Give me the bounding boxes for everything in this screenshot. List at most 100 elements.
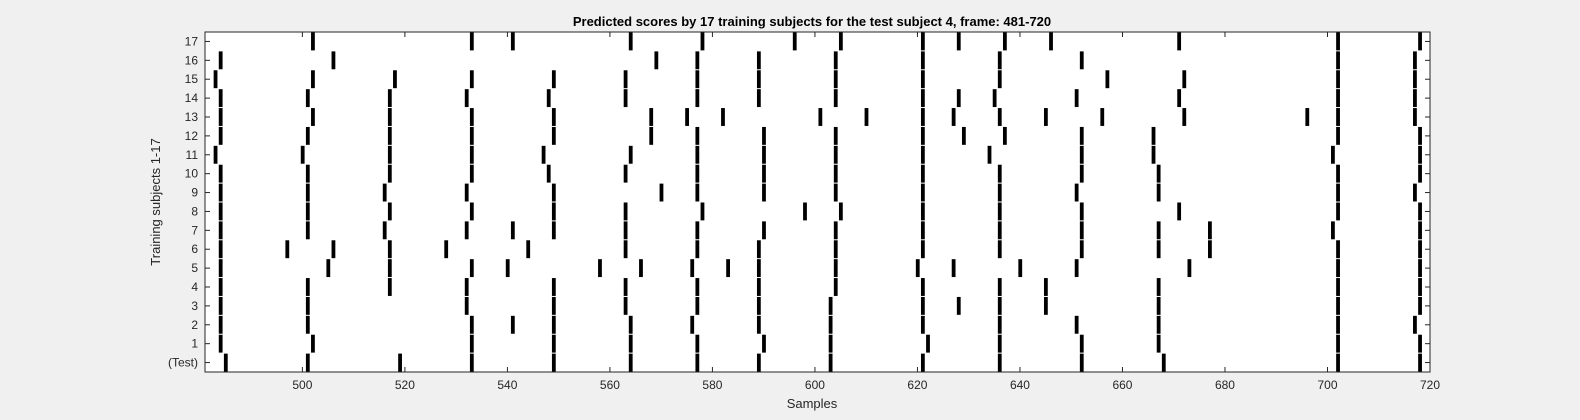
- score-mark-row-6-13: [1156, 240, 1161, 259]
- y-tick-label-17: 17: [185, 34, 199, 48]
- score-mark-row-14-10: [956, 89, 961, 108]
- score-mark-row-9-11: [1074, 183, 1079, 202]
- score-mark-row-15-4: [551, 70, 556, 89]
- score-mark-row-16-2: [654, 51, 659, 70]
- score-mark-row-5-7: [690, 259, 695, 278]
- score-mark-row-2-9: [920, 315, 925, 334]
- score-mark-row-17-3: [628, 32, 633, 51]
- score-mark-row-3-12: [1156, 296, 1161, 315]
- score-mark-row-11-8: [833, 145, 838, 164]
- score-mark-row-3-4: [623, 296, 628, 315]
- score-mark-row-6-5: [526, 240, 531, 259]
- score-mark-row-12-0: [218, 126, 223, 145]
- score-mark-row-15-13: [1336, 70, 1340, 89]
- score-mark-row-8-8: [838, 202, 843, 221]
- score-mark-row-17-11: [1177, 32, 1182, 51]
- score-mark-row-13-1: [311, 108, 315, 126]
- score-mark-row-13-16: [1305, 108, 1310, 126]
- score-mark-row-16-0: [218, 51, 223, 70]
- score-mark-row-17-2: [510, 32, 515, 51]
- score-mark-row-5-4: [505, 259, 510, 278]
- score-mark-row-2-4: [551, 315, 556, 334]
- score-mark-row-3-6: [756, 296, 761, 315]
- score-mark-row-6-2: [331, 240, 336, 259]
- score-mark-row-7-15: [1331, 221, 1335, 240]
- score-mark-row-5-1: [326, 259, 331, 278]
- y-tick-label-4: 4: [191, 280, 198, 294]
- score-mark-row-17-6: [838, 32, 843, 51]
- score-mark-row-4-6: [695, 278, 700, 296]
- x-tick-label-8: 660: [1112, 378, 1132, 392]
- score-mark-row-7-4: [510, 221, 515, 240]
- score-mark-row-1-3: [551, 334, 556, 353]
- score-mark-row-0-1: [305, 353, 310, 372]
- score-mark-row-12-3: [469, 126, 474, 145]
- score-mark-row-12-2: [387, 126, 392, 145]
- score-mark-row-9-7: [762, 183, 766, 202]
- score-mark-row-16-3: [695, 51, 700, 70]
- score-mark-row-13-12: [997, 108, 1002, 126]
- score-mark-row-11-2: [387, 145, 392, 164]
- y-tick-label-1: 1: [191, 337, 198, 351]
- score-mark-row-13-17: [1336, 108, 1340, 126]
- score-mark-row-6-6: [623, 240, 628, 259]
- score-mark-row-14-15: [1413, 89, 1417, 108]
- score-mark-row-12-5: [649, 126, 654, 145]
- score-mark-row-15-7: [756, 70, 761, 89]
- score-mark-row-8-13: [1336, 202, 1340, 221]
- score-mark-row-11-11: [1079, 145, 1084, 164]
- score-mark-row-9-14: [1413, 183, 1417, 202]
- score-mark-row-10-10: [997, 164, 1002, 183]
- score-mark-row-0-10: [997, 353, 1002, 372]
- score-mark-row-11-12: [1151, 145, 1156, 164]
- score-mark-row-3-11: [1043, 296, 1048, 315]
- score-mark-row-13-13: [1043, 108, 1048, 126]
- y-tick-label-9: 9: [191, 186, 198, 200]
- score-mark-row-5-8: [726, 259, 731, 278]
- x-tick-label-11: 720: [1420, 378, 1440, 392]
- score-mark-row-9-8: [833, 183, 838, 202]
- score-mark-row-1-8: [926, 334, 930, 353]
- score-mark-row-8-1: [305, 202, 310, 221]
- score-mark-row-9-6: [695, 183, 700, 202]
- score-mark-row-6-4: [444, 240, 449, 259]
- score-mark-row-7-8: [762, 221, 766, 240]
- score-mark-row-16-1: [331, 51, 336, 70]
- x-axis-label: Samples: [787, 396, 838, 411]
- score-mark-row-16-6: [920, 51, 925, 70]
- score-mark-row-1-13: [1418, 334, 1422, 353]
- score-mark-row-0-5: [628, 353, 633, 372]
- score-mark-row-5-12: [951, 259, 956, 278]
- score-mark-row-10-9: [920, 164, 925, 183]
- score-mark-row-8-3: [469, 202, 474, 221]
- score-mark-row-14-7: [756, 89, 761, 108]
- x-tick-label-2: 540: [497, 378, 517, 392]
- y-axis-label: Training subjects 1-17: [148, 138, 163, 265]
- score-mark-row-0-13: [1336, 353, 1340, 372]
- score-mark-row-4-8: [833, 278, 838, 296]
- score-mark-row-12-8: [833, 126, 838, 145]
- score-mark-row-3-1: [305, 296, 310, 315]
- score-mark-row-9-3: [464, 183, 469, 202]
- score-mark-row-0-14: [1418, 353, 1422, 372]
- x-tick-label-6: 620: [907, 378, 927, 392]
- y-tick-label-10: 10: [185, 167, 199, 181]
- score-mark-row-10-14: [1418, 164, 1422, 183]
- score-mark-row-5-5: [598, 259, 602, 278]
- score-mark-row-14-9: [920, 89, 925, 108]
- score-mark-row-16-8: [1079, 51, 1084, 70]
- score-mark-row-0-2: [398, 353, 402, 372]
- score-mark-row-0-0: [223, 353, 228, 372]
- score-mark-row-13-15: [1182, 108, 1187, 126]
- score-mark-row-12-9: [920, 126, 925, 145]
- score-mark-row-2-12: [1156, 315, 1161, 334]
- score-mark-row-13-9: [864, 108, 869, 126]
- y-tick-label-12: 12: [185, 129, 199, 143]
- score-mark-row-11-1: [300, 145, 305, 164]
- score-mark-row-1-10: [1079, 334, 1084, 353]
- score-mark-row-9-12: [1156, 183, 1161, 202]
- score-mark-row-9-9: [920, 183, 925, 202]
- score-mark-row-4-0: [218, 278, 223, 296]
- score-mark-row-14-8: [833, 89, 838, 108]
